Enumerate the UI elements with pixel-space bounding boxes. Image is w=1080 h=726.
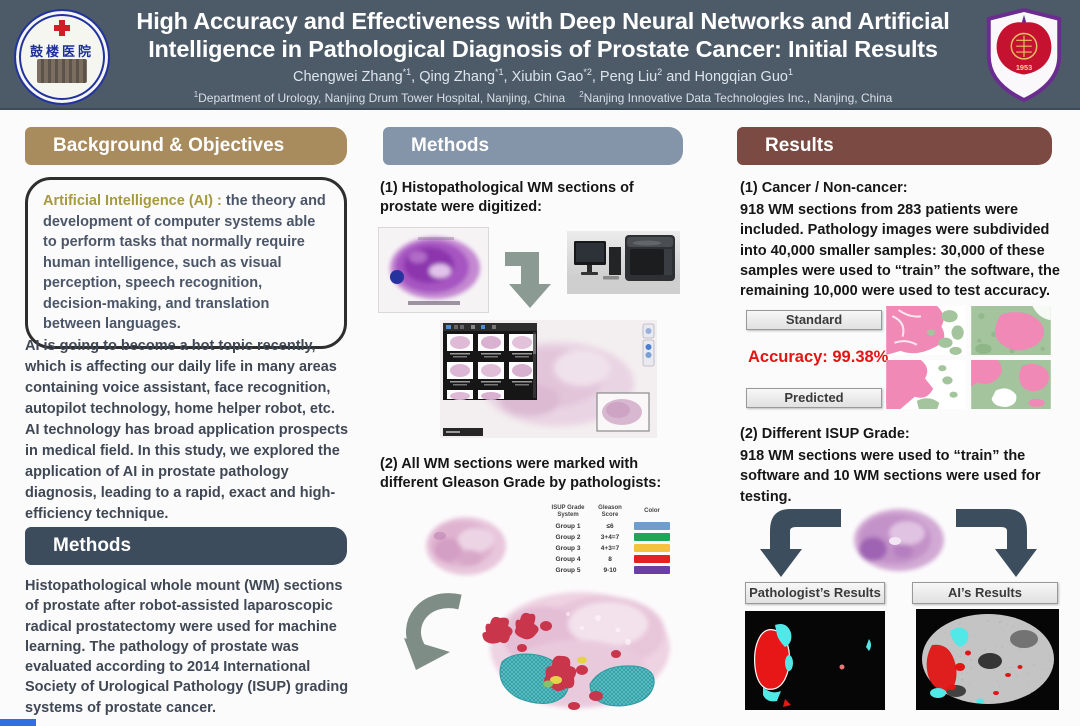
poster-title-line2: Intelligence in Pathological Diagnosis o…	[148, 36, 938, 63]
authors-line: Chengwei Zhang*1, Qing Zhang*1, Xiubin G…	[112, 67, 974, 85]
affiliation-1: Department of Urology, Nanjing Drum Towe…	[198, 91, 566, 106]
ai-results-label: AI’s Results	[912, 582, 1058, 604]
grade-color-swatch	[634, 533, 670, 542]
author: Peng Liu2 and	[599, 67, 695, 86]
pathologist-results-label: Pathologist’s Results	[745, 582, 885, 604]
he-slide-image	[418, 508, 515, 581]
arrow-down-icon	[503, 246, 555, 314]
section-header-methods-middle: Methods	[383, 127, 683, 165]
university-logo-year: 1953	[1016, 63, 1032, 72]
grade-color-swatch	[634, 555, 670, 564]
isup-header-score: Gleason Score	[598, 505, 622, 518]
stained-wm-section-photo	[378, 227, 489, 313]
standard-mask-image-2	[971, 306, 1051, 355]
result1-text: 918 WM sections from 283 patients were i…	[740, 202, 1060, 300]
accuracy-value: Accuracy: 99.38%	[748, 348, 889, 366]
segmentation-mask-grid	[886, 306, 1051, 409]
arrow-down-right-icon	[954, 505, 1039, 580]
standard-label: Standard	[746, 310, 882, 330]
author: Hongqian Guo1	[694, 67, 793, 86]
bottom-blue-strip	[0, 719, 36, 726]
hospital-building-image	[37, 59, 87, 83]
affiliation-2: Nanjing Innovative Data Technologies Inc…	[583, 91, 893, 106]
standard-mask-image-1	[886, 306, 966, 355]
author: Chengwei Zhang*1,	[293, 67, 420, 86]
isup-table-header-row: ISUP Grade System Gleason Score Color	[547, 505, 673, 521]
red-cross-icon	[54, 20, 70, 36]
predicted-mask-image-2	[971, 360, 1051, 409]
section-header-methods-left: Methods	[25, 527, 347, 565]
isup-table-row: Group 4 8	[547, 554, 673, 565]
author: Xiubin Gao*2,	[511, 67, 600, 86]
isup-table-row: Group 1 ≤6	[547, 521, 673, 532]
gleason-annotated-slide-image	[478, 584, 678, 720]
predicted-mask-image-1	[886, 360, 966, 409]
section-header-background-objectives: Background & Objectives	[25, 127, 347, 165]
pathologist-results-image	[745, 611, 885, 710]
grade-color-swatch	[634, 522, 670, 531]
isup-table-row: Group 3 4+3=7	[547, 543, 673, 554]
isup-header-system: ISUP Grade System	[551, 505, 585, 518]
result2-title: (2) Different ISUP Grade:	[740, 426, 910, 442]
ai-definition-highlight: Artificial Intelligence (AI) :	[43, 193, 222, 209]
isup-table-row: Group 5 9-10	[547, 565, 673, 576]
methods-paragraph: Histopathological whole mount (WM) secti…	[25, 578, 349, 716]
arrow-down-left-icon	[758, 505, 843, 580]
ai-definition-box: Artificial Intelligence (AI) : the theor…	[25, 177, 347, 350]
title-block: High Accuracy and Effectiveness with Dee…	[112, 7, 974, 105]
section-header-results: Results	[737, 127, 1052, 165]
isup-table-row: Group 2 3+4=7	[547, 532, 673, 543]
affiliations-line: 1Department of Urology, Nanjing Drum Tow…	[193, 90, 893, 106]
isup-grade-table: ISUP Grade System Gleason Score Color Gr…	[547, 505, 673, 576]
scanning-software-screenshot	[440, 320, 657, 438]
hospital-logo: 鼓楼医院	[14, 9, 110, 105]
isup-header-color: Color	[644, 508, 660, 515]
grade-color-swatch	[634, 566, 670, 575]
ai-definition-text: the theory and development of computer s…	[43, 193, 326, 333]
hospital-logo-text: 鼓楼医院	[29, 44, 94, 59]
university-logo: 1953	[986, 8, 1062, 103]
method-step1-text: (1) Histopathological WM sections of pro…	[380, 180, 634, 216]
predicted-label: Predicted	[746, 388, 882, 408]
author: Qing Zhang*1,	[419, 67, 512, 86]
result2-text: 918 WM sections were used to “train” the…	[740, 448, 1041, 505]
grade-color-swatch	[634, 544, 670, 553]
poster-title-line1: High Accuracy and Effectiveness with Dee…	[136, 8, 950, 34]
curved-arrow-icon	[398, 592, 468, 672]
poster-header: 鼓楼医院 High Accuracy and Effectiveness wit…	[0, 0, 1080, 110]
ai-results-image	[916, 609, 1059, 710]
background-intro-paragraph: AI is going to become a hot topic recent…	[25, 338, 349, 523]
method-step2-text: (2) All WM sections were marked with dif…	[380, 456, 662, 492]
result1-title: (1) Cancer / Non-cancer:	[740, 180, 908, 196]
slide-scanner-photo	[567, 231, 680, 294]
test-wm-section-image	[845, 503, 953, 577]
